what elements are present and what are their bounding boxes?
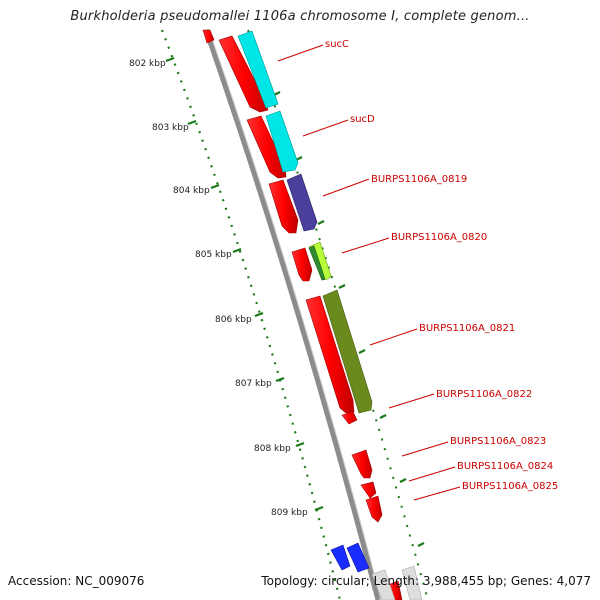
outer-ticks: [273, 91, 425, 547]
cds-feature: [291, 247, 313, 282]
cds-feature: [365, 495, 383, 523]
cds-feature: [360, 481, 377, 499]
cog-feature-cyan: [237, 30, 279, 109]
leader-line: [388, 393, 435, 409]
ruler-label: 807 kbp: [235, 379, 272, 389]
ruler-label: 802 kbp: [129, 59, 166, 69]
ruler-tick: [314, 505, 324, 512]
ruler-labels: 802 kbp 803 kbp 804 kbp 805 kbp 806 kbp …: [129, 59, 308, 518]
leader-line: [413, 486, 461, 501]
gene-label: BURPS1106A_0825: [462, 481, 558, 492]
leader-line: [302, 119, 349, 137]
cds-feature: [351, 449, 373, 479]
cog-feature-gray: [401, 565, 423, 600]
cds-feature: [218, 35, 269, 113]
leader-line: [341, 237, 390, 254]
ruler-tick: [210, 183, 220, 190]
leader-line: [369, 328, 418, 346]
gene-labels: sucC sucD BURPS1106A_0819 BURPS1106A_082…: [325, 39, 558, 492]
gene-label: sucC: [325, 39, 349, 50]
ruler-tick: [275, 376, 285, 383]
cds-feature: [341, 411, 358, 425]
ruler-label: 805 kbp: [195, 250, 232, 260]
cog-feature-olive: [322, 289, 373, 414]
label-leaders: [277, 44, 461, 501]
cog-feature-blue: [346, 542, 370, 573]
cog-feature-cyan: [265, 110, 299, 173]
map-title: Burkholderia pseudomallei 1106a chromoso…: [70, 9, 530, 24]
ruler-label: 808 kbp: [254, 444, 291, 454]
leader-line: [401, 441, 449, 457]
ruler-tick: [295, 441, 305, 448]
outer-dotted-line: [247, 29, 429, 600]
cds-feature: [268, 179, 299, 234]
ruler-tick: [254, 311, 264, 318]
leader-line: [277, 44, 324, 62]
gene-label: BURPS1106A_0824: [457, 461, 553, 472]
ruler-label: 803 kbp: [152, 123, 189, 133]
cog-feature-green: [308, 245, 326, 281]
cds-features: [202, 29, 403, 600]
cog-features: [237, 30, 423, 600]
ruler-tick: [165, 56, 175, 63]
genome-backbone: [203, 29, 381, 600]
gene-label: BURPS1106A_0823: [450, 436, 546, 447]
gene-label: BURPS1106A_0820: [391, 232, 487, 243]
ruler-label: 804 kbp: [173, 186, 210, 196]
ruler-tick: [187, 119, 197, 126]
cds-feature: [305, 295, 355, 414]
ruler-tick: [232, 247, 242, 254]
leader-line: [322, 178, 370, 197]
accession-text: Accession: NC_009076: [8, 574, 145, 588]
gene-label: BURPS1106A_0819: [371, 174, 467, 185]
leader-line: [408, 466, 456, 482]
ruler-dotted-line: [160, 29, 342, 600]
ruler-ticks: [165, 56, 324, 512]
cds-feature: [246, 115, 287, 179]
topology-text: Topology: circular; Length: 3,988,455 bp…: [261, 574, 591, 588]
cog-feature-blue: [330, 544, 351, 571]
ruler-label: 806 kbp: [215, 315, 252, 325]
cog-feature-gray: [371, 569, 396, 600]
gene-label: BURPS1106A_0821: [419, 323, 515, 334]
cog-feature-purple: [286, 173, 318, 232]
gene-label: BURPS1106A_0822: [436, 389, 532, 400]
ruler-label: 809 kbp: [271, 508, 308, 518]
cds-feature: [202, 29, 215, 44]
gene-label: sucD: [350, 114, 375, 125]
